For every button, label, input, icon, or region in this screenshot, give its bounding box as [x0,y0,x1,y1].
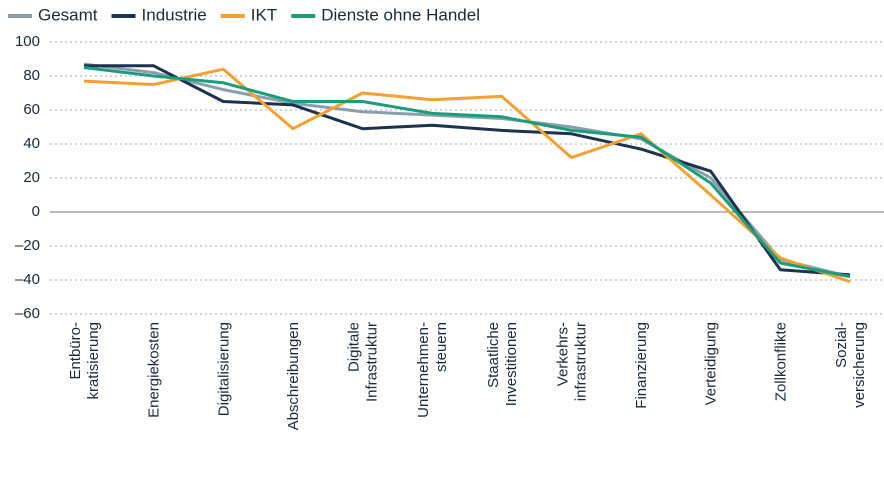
x-tick-label: Zollkonflikte [772,322,789,401]
legend-label: Gesamt [38,5,98,24]
series-line [83,66,851,279]
legend-label: IKT [251,5,277,24]
y-tick-label: –40 [15,271,40,288]
y-tick-label: 60 [23,101,40,118]
x-tick-label: StaatlicheInvestitionen [485,322,520,406]
x-tick-label: Energiekosten [146,322,163,418]
legend-label: Industrie [142,5,207,24]
x-tick-label: Sozial-versicherung [833,322,868,408]
y-tick-label: 100 [15,33,40,50]
y-tick-label: 20 [23,169,40,186]
y-tick-label: –60 [15,305,40,322]
series-line [84,64,851,277]
x-tick-label: Verteidigung [703,322,720,405]
y-tick-label: 80 [23,67,40,84]
series-line [83,67,851,284]
legend-label: Dienste ohne Handel [321,5,480,24]
x-tick-label: Verkehrs-infrastruktur [554,322,589,401]
y-tick-label: 0 [32,203,40,220]
x-tick-label: Digitalisierung [215,322,232,416]
y-tick-label: –20 [15,237,40,254]
x-tick-label: Abschreibungen [285,322,302,430]
x-tick-label: DigitaleInfrastruktur [346,322,381,402]
series-line [83,62,851,279]
x-tick-label: Unternehmen-steuern [415,322,450,418]
x-tick-label: Finanzierung [633,322,650,409]
y-tick-label: 40 [23,135,40,152]
x-tick-label: Entbüro-kratisierung [67,322,102,400]
